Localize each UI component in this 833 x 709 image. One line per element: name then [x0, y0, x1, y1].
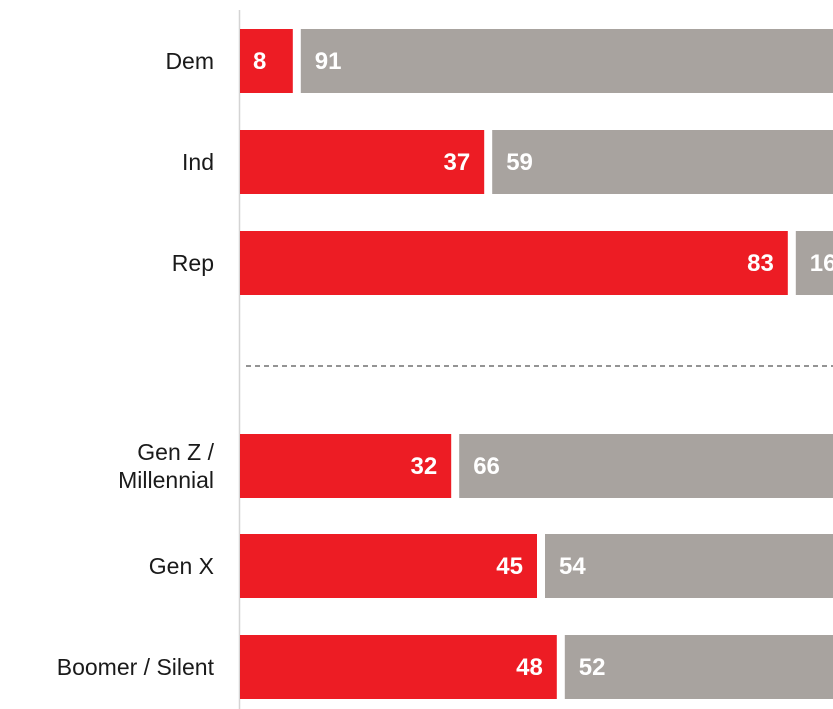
- labels-layer: 8 91 Dem 37 59 Ind 83 16 Rep 32 66 Gen Z / Millennia…: [57, 48, 833, 681]
- bar-segment-gray-3: [459, 434, 833, 498]
- bar-segment-red-5: [240, 635, 557, 699]
- bar-segment-gray-2: [795, 231, 833, 295]
- bar-segment-gray-0: [300, 29, 833, 93]
- category-label-1: Ind: [182, 149, 214, 175]
- category-label-4: Gen X: [149, 553, 214, 579]
- value-label-gray-2: 16: [810, 250, 833, 277]
- category-label-5: Boomer / Silent: [57, 654, 215, 680]
- value-label-gray-1: 59: [506, 149, 533, 176]
- bar-segment-red-2: [240, 231, 788, 295]
- bar-segment-red-1: [240, 130, 485, 194]
- value-label-red-4: 45: [496, 553, 523, 580]
- value-label-gray-0: 91: [315, 48, 342, 75]
- bar-segment-gray-4: [545, 534, 833, 598]
- category-label-3: Gen Z / Millennial: [118, 439, 214, 493]
- category-label-0: Dem: [165, 48, 214, 74]
- bar-segment-gray-1: [492, 130, 833, 194]
- value-label-red-1: 37: [443, 149, 470, 176]
- bar-segment-red-4: [240, 534, 537, 598]
- value-label-red-0: 8: [253, 48, 266, 75]
- bar-segment-gray-5: [564, 635, 833, 699]
- value-label-red-5: 48: [516, 654, 543, 681]
- bars-layer: [240, 29, 833, 699]
- category-label-2: Rep: [172, 250, 214, 276]
- value-label-gray-3: 66: [473, 453, 500, 480]
- value-label-red-3: 32: [410, 453, 437, 480]
- value-label-gray-4: 54: [559, 553, 586, 580]
- bar-segment-red-0: [240, 29, 293, 93]
- value-label-gray-5: 52: [579, 654, 606, 681]
- value-label-red-2: 83: [747, 250, 774, 277]
- bar-segment-red-3: [240, 434, 452, 498]
